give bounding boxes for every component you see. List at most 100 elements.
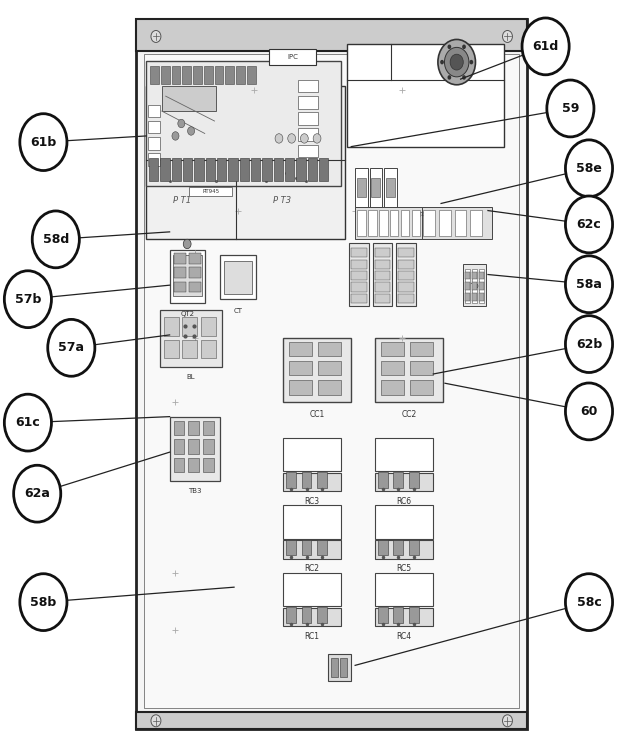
Bar bbox=[298, 96, 318, 108]
Bar bbox=[289, 342, 312, 356]
Bar bbox=[301, 472, 311, 488]
Text: 60: 60 bbox=[580, 405, 598, 418]
Circle shape bbox=[565, 196, 613, 253]
Bar bbox=[148, 121, 160, 133]
Bar bbox=[386, 178, 395, 197]
Bar bbox=[189, 254, 201, 264]
Bar bbox=[170, 250, 205, 303]
Bar bbox=[351, 248, 367, 257]
Circle shape bbox=[178, 119, 185, 128]
Bar bbox=[390, 210, 399, 236]
Bar bbox=[223, 261, 252, 294]
Circle shape bbox=[565, 140, 613, 197]
Text: 62a: 62a bbox=[24, 487, 50, 500]
Circle shape bbox=[32, 211, 79, 268]
Bar bbox=[409, 472, 419, 488]
Circle shape bbox=[301, 134, 308, 143]
Text: RT945: RT945 bbox=[202, 188, 219, 194]
Bar bbox=[174, 421, 184, 435]
Circle shape bbox=[462, 75, 466, 80]
Text: 58b: 58b bbox=[30, 595, 56, 609]
Bar bbox=[328, 654, 351, 681]
Circle shape bbox=[448, 45, 451, 49]
Bar bbox=[170, 417, 220, 481]
Circle shape bbox=[445, 47, 469, 77]
Text: 61b: 61b bbox=[30, 135, 56, 149]
Bar bbox=[136, 711, 527, 729]
Bar bbox=[160, 310, 223, 367]
Circle shape bbox=[4, 271, 51, 328]
Bar bbox=[374, 282, 391, 292]
Bar bbox=[188, 439, 199, 453]
Bar bbox=[381, 361, 404, 375]
Bar bbox=[374, 573, 433, 606]
Bar bbox=[283, 506, 342, 539]
Bar bbox=[396, 242, 415, 307]
Bar bbox=[286, 607, 296, 622]
Bar bbox=[189, 187, 232, 196]
Bar bbox=[370, 168, 382, 207]
Bar bbox=[317, 539, 327, 555]
Circle shape bbox=[4, 394, 51, 451]
Bar bbox=[374, 438, 433, 471]
Bar bbox=[247, 67, 255, 84]
Bar bbox=[381, 342, 404, 356]
Bar bbox=[285, 159, 294, 181]
Bar bbox=[355, 207, 425, 239]
Text: BL: BL bbox=[187, 374, 195, 380]
Bar bbox=[374, 473, 433, 491]
Bar bbox=[384, 168, 397, 207]
Bar bbox=[409, 539, 419, 555]
Text: RC6: RC6 bbox=[396, 497, 412, 506]
Circle shape bbox=[440, 60, 444, 64]
Bar bbox=[398, 248, 414, 257]
Bar bbox=[203, 439, 214, 453]
Bar bbox=[374, 294, 391, 303]
Circle shape bbox=[20, 114, 67, 171]
Bar bbox=[374, 338, 443, 402]
Bar bbox=[225, 67, 234, 84]
Bar bbox=[318, 361, 342, 375]
Bar bbox=[398, 282, 414, 292]
Bar bbox=[410, 342, 433, 356]
Bar bbox=[273, 159, 283, 181]
Bar bbox=[351, 294, 367, 303]
Circle shape bbox=[462, 45, 466, 49]
Bar bbox=[289, 361, 312, 375]
Circle shape bbox=[20, 574, 67, 631]
Bar bbox=[374, 506, 433, 539]
Bar bbox=[412, 210, 420, 236]
Bar bbox=[162, 86, 216, 111]
Bar bbox=[164, 340, 179, 358]
Bar bbox=[472, 269, 477, 303]
Text: RC5: RC5 bbox=[396, 565, 412, 574]
Text: T4: T4 bbox=[417, 212, 426, 218]
Circle shape bbox=[151, 715, 161, 727]
Circle shape bbox=[547, 80, 594, 137]
Text: TB3: TB3 bbox=[188, 488, 202, 494]
Bar bbox=[228, 159, 237, 181]
Bar bbox=[340, 658, 347, 677]
Bar bbox=[463, 264, 486, 307]
Circle shape bbox=[502, 31, 512, 43]
Text: 58e: 58e bbox=[576, 162, 602, 175]
Bar bbox=[374, 271, 391, 280]
Bar bbox=[286, 539, 296, 555]
Bar bbox=[173, 255, 202, 296]
Bar bbox=[439, 210, 451, 236]
Bar bbox=[374, 540, 433, 559]
Bar bbox=[298, 80, 318, 93]
Bar bbox=[378, 472, 388, 488]
Bar bbox=[317, 607, 327, 622]
Bar bbox=[146, 61, 342, 186]
Bar bbox=[472, 282, 477, 290]
Bar bbox=[394, 539, 403, 555]
Text: 57a: 57a bbox=[58, 341, 84, 355]
Bar bbox=[174, 268, 186, 278]
Bar bbox=[188, 458, 199, 472]
Circle shape bbox=[565, 316, 613, 373]
Circle shape bbox=[448, 75, 451, 80]
Bar bbox=[374, 248, 391, 257]
Bar bbox=[146, 86, 345, 239]
Bar bbox=[317, 472, 327, 488]
